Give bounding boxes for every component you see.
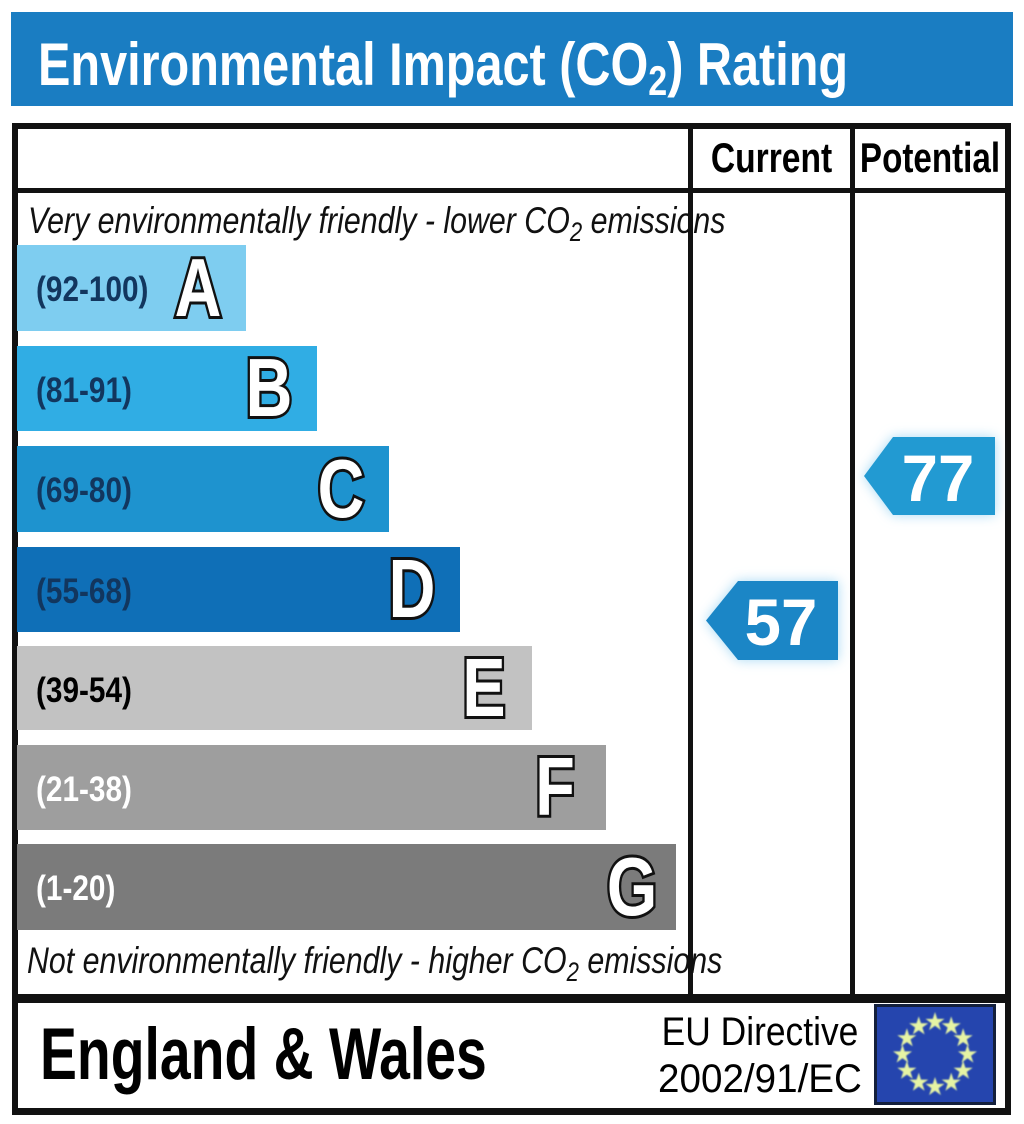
svg-text:F: F <box>535 740 575 833</box>
svg-text:D: D <box>389 542 436 635</box>
svg-text:77: 77 <box>902 442 975 515</box>
svg-text:A: A <box>175 241 222 334</box>
svg-text:C: C <box>318 442 365 535</box>
svg-text:57: 57 <box>745 586 818 659</box>
svg-text:G: G <box>607 840 657 933</box>
svg-text:B: B <box>246 341 293 434</box>
svg-text:E: E <box>462 641 505 734</box>
